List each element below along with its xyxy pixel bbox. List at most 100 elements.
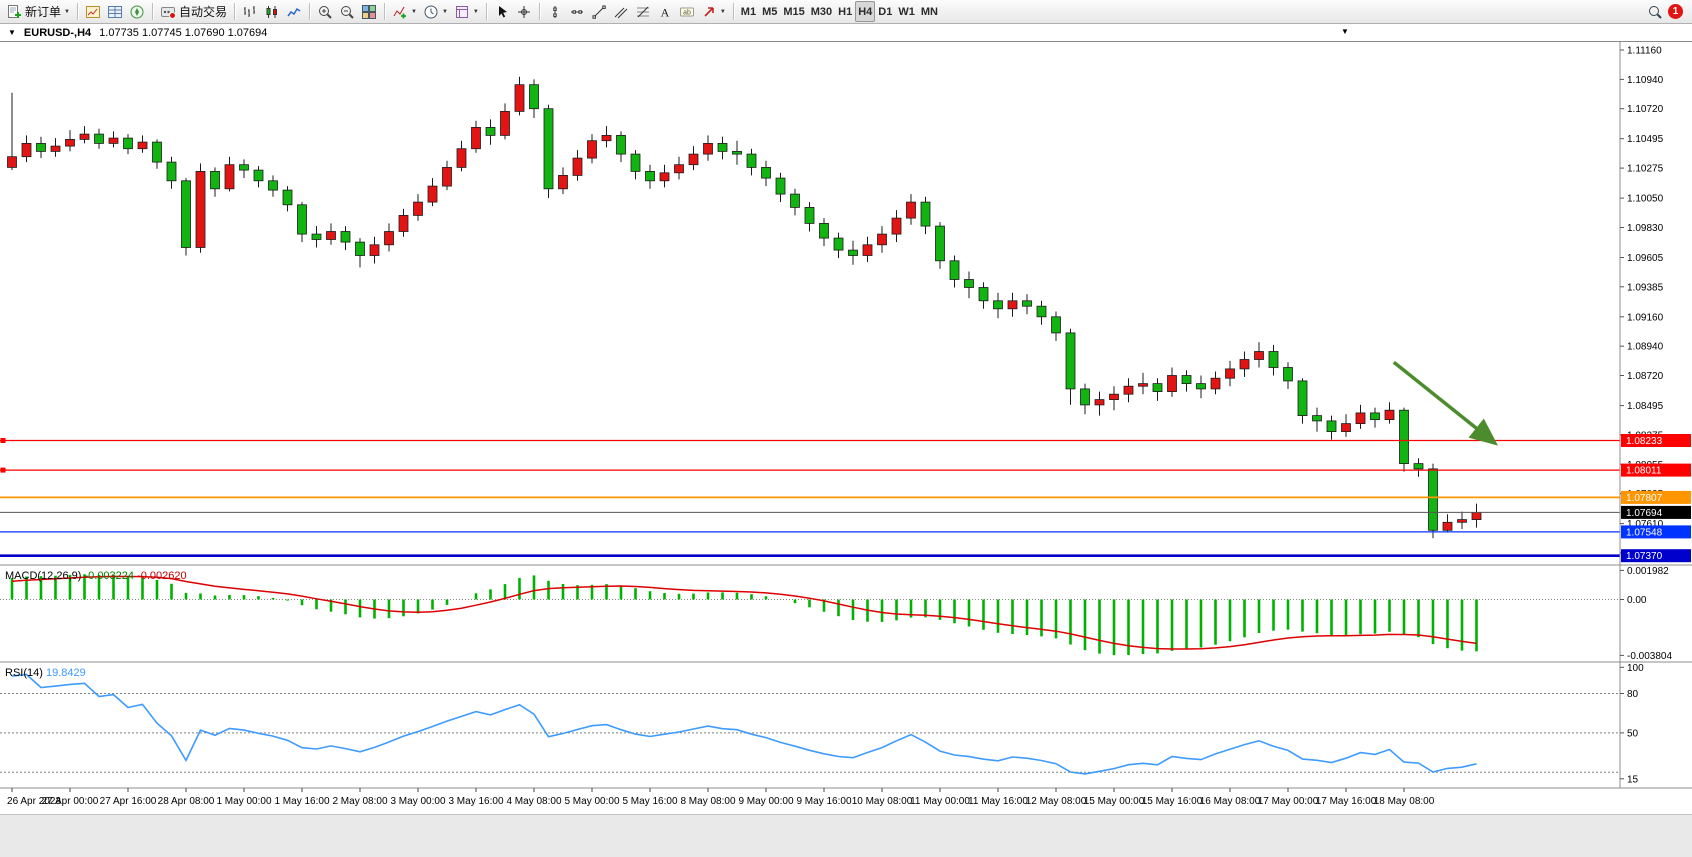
candle-body <box>1210 377 1221 390</box>
templates-button[interactable]: ▼ <box>451 1 482 22</box>
vertical-line-button[interactable] <box>544 1 566 22</box>
line-chart-button[interactable] <box>283 1 305 22</box>
navigator-button[interactable] <box>126 1 148 22</box>
time-label: 2 May 08:00 <box>332 796 387 807</box>
fibonacci-button[interactable] <box>632 1 654 22</box>
chart-area[interactable]: 1.11160 1.10940 1.10720 1.10495 1.10275 1.100… <box>0 42 1692 814</box>
toolbar-separator <box>383 3 385 20</box>
candle-body <box>1428 468 1438 531</box>
candlestick-chart-icon <box>264 4 280 20</box>
time-label: 1 May 16:00 <box>274 796 329 807</box>
data-window-button[interactable] <box>104 1 126 22</box>
candle-body <box>1370 412 1380 420</box>
candle-body <box>601 135 612 142</box>
timeframe-m5-button[interactable]: M5 <box>759 1 780 22</box>
candle-body <box>1051 316 1061 334</box>
candle-body <box>703 143 713 155</box>
candle-body <box>1138 383 1148 387</box>
toolbar-separator <box>308 3 310 20</box>
trendline-icon <box>591 4 607 20</box>
chart-ohlc-quotes: 1.07735 1.07745 1.07690 1.07694 <box>99 26 268 39</box>
macd-label: MACD(12,26,9) -0.003224 -0.002620 <box>5 570 187 582</box>
indicators-button[interactable]: ▼ <box>389 1 420 22</box>
timeframe-m5-button-label: M5 <box>762 5 778 18</box>
indicators-icon <box>392 4 408 20</box>
candle-body <box>1355 412 1366 424</box>
candle-body <box>413 201 423 216</box>
candle-body <box>398 214 409 232</box>
candle-body <box>514 84 525 112</box>
search-icon <box>1647 4 1663 20</box>
notification-badge[interactable]: 1 <box>1668 4 1683 19</box>
price-tick-label: 1.08720 <box>1627 371 1664 382</box>
tile-windows-button[interactable] <box>358 1 380 22</box>
candle-body <box>1196 383 1206 390</box>
timeframe-w1-button[interactable]: W1 <box>895 1 918 22</box>
timeframe-m1-button[interactable]: M1 <box>738 1 759 22</box>
cursor-button[interactable] <box>491 1 513 22</box>
timeframe-h4-button-label: H4 <box>858 5 873 18</box>
horizontal-line-button[interactable] <box>566 1 588 22</box>
market-watch-button[interactable] <box>82 1 104 22</box>
arrow-object[interactable] <box>1392 360 1498 446</box>
timeframe-h4-button[interactable]: H4 <box>855 1 876 22</box>
candle-body <box>268 180 278 191</box>
price-chart[interactable]: 1.11160 1.10940 1.10720 1.10495 1.10275 1.100… <box>0 42 1692 814</box>
periods-button[interactable]: ▼ <box>420 1 451 22</box>
time-label: 9 May 16:00 <box>796 796 851 807</box>
autotrade-button[interactable]: 自动交易 <box>157 1 230 22</box>
candle-body <box>1399 409 1409 465</box>
dropdown-arrow-icon[interactable]: ▼ <box>1341 27 1349 36</box>
crosshair-button[interactable] <box>513 1 535 22</box>
search-button[interactable] <box>1644 1 1666 22</box>
candle-body <box>326 231 336 240</box>
timeframe-m30-button[interactable]: M30 <box>808 1 835 22</box>
line-anchor-handle[interactable] <box>0 467 6 473</box>
time-label: 11 May 16:00 <box>968 796 1028 807</box>
zoom-in-button[interactable] <box>314 1 336 22</box>
status-area <box>0 814 1692 857</box>
candle-body <box>862 244 873 256</box>
candle-body <box>1283 367 1293 382</box>
bar-chart-button[interactable] <box>239 1 261 22</box>
price-line-label-text: 1.07370 <box>1626 551 1663 562</box>
candle-body <box>297 204 307 235</box>
timeframe-m15-button[interactable]: M15 <box>780 1 807 22</box>
rsi-label: RSI(14) 19.8429 <box>5 667 86 679</box>
chart-background <box>0 42 1692 814</box>
candle-body <box>224 164 235 190</box>
candle-body <box>311 233 322 240</box>
timeframe-h1-button[interactable]: H1 <box>835 1 855 22</box>
candle-body <box>123 137 133 150</box>
candle-body <box>1109 393 1119 401</box>
candle-body <box>152 141 162 163</box>
candle-body <box>1268 351 1279 368</box>
candle-body <box>1152 383 1163 393</box>
candle-body <box>108 137 119 144</box>
arrows-button[interactable]: ▼ <box>698 1 729 22</box>
candle-body <box>166 161 177 182</box>
candle-body <box>181 180 191 248</box>
timeframe-mn-button[interactable]: MN <box>918 1 941 22</box>
candle-body <box>1022 300 1032 307</box>
text-button[interactable]: A <box>654 1 676 22</box>
price-tick-label: 1.11160 <box>1627 46 1662 57</box>
candlestick-chart-button[interactable] <box>261 1 283 22</box>
new-order-button[interactable]: 新订单 ▼ <box>3 1 73 22</box>
price-line-label-text: 1.08233 <box>1626 436 1663 447</box>
price-line-label <box>1621 434 1691 447</box>
text-label-button[interactable]: ab <box>676 1 698 22</box>
equidistant-channel-button[interactable] <box>610 1 632 22</box>
line-anchor-handle[interactable] <box>0 438 6 443</box>
candle-body <box>1094 399 1105 406</box>
navigator-icon <box>129 4 145 20</box>
zoom-out-button[interactable] <box>336 1 358 22</box>
symbol-dropdown-icon[interactable]: ▼ <box>8 27 16 37</box>
periods-icon <box>423 4 439 20</box>
candle-body <box>384 231 394 246</box>
candle-body <box>1239 359 1250 370</box>
timeframe-d1-button[interactable]: D1 <box>875 1 895 22</box>
trendline-button[interactable] <box>588 1 610 22</box>
rsi-line <box>11 673 1477 775</box>
